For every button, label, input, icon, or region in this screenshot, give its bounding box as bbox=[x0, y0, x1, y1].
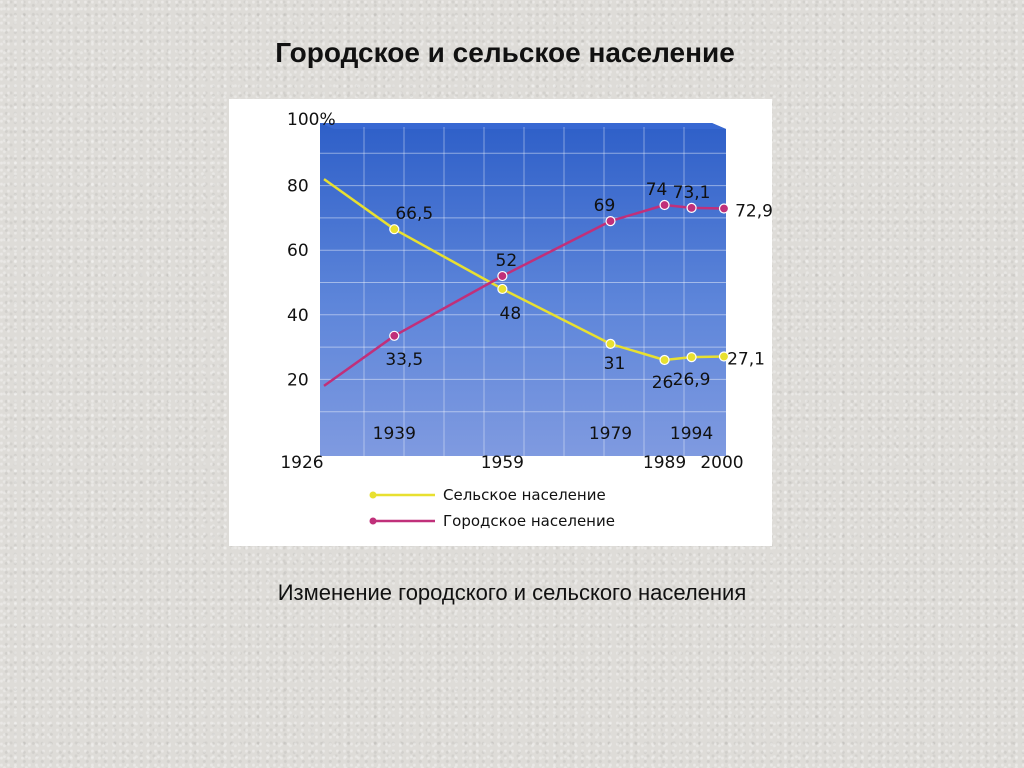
urban-data-label: 33,5 bbox=[385, 350, 423, 370]
urban-data-label: 74 bbox=[646, 180, 668, 200]
legend-label: Сельское население bbox=[443, 486, 606, 504]
rural-data-point bbox=[497, 283, 508, 295]
rural-data-label: 26,9 bbox=[673, 370, 711, 390]
chart-background-top-edge bbox=[320, 123, 726, 129]
rural-data-point bbox=[718, 351, 730, 362]
chart-caption: Изменение городского и сельского населен… bbox=[277, 580, 747, 605]
y-tick-label: 100% bbox=[287, 110, 336, 130]
page-title: Городское и сельское население bbox=[275, 37, 735, 68]
rural-data-label: 26 bbox=[652, 373, 674, 393]
x-tick-label: 1994 bbox=[670, 424, 713, 444]
rural-data-point bbox=[605, 338, 616, 349]
urban-data-point bbox=[389, 330, 400, 341]
rural-data-point bbox=[389, 224, 400, 235]
x-tick-label: 1939 bbox=[373, 424, 416, 444]
x-tick-label: 1989 bbox=[643, 453, 686, 473]
rural-data-point bbox=[686, 352, 697, 363]
urban-data-label: 72,9 bbox=[735, 202, 772, 222]
urban-data-label: 73,1 bbox=[673, 183, 711, 203]
urban-data-point bbox=[497, 270, 508, 282]
y-tick-label: 80 bbox=[287, 177, 309, 197]
chart-frame: 100% 80 60 40 20 1926 1939 1959 1979 1989 1994 2000… bbox=[229, 99, 772, 546]
legend-marker bbox=[369, 517, 377, 525]
urban-data-point bbox=[659, 199, 670, 211]
line-chart: 100% 80 60 40 20 1926 1939 1959 1979 1989 1994 2000… bbox=[280, 110, 772, 530]
rural-data-label: 66,5 bbox=[395, 204, 433, 224]
urban-data-point bbox=[686, 202, 697, 213]
x-tick-label: 2000 bbox=[700, 453, 743, 473]
rural-data-label: 27,1 bbox=[727, 349, 765, 369]
urban-data-point bbox=[605, 216, 616, 227]
x-tick-label: 1979 bbox=[589, 424, 632, 444]
legend-marker bbox=[369, 491, 377, 499]
x-tick-label: 1926 bbox=[280, 453, 323, 473]
urban-data-label: 69 bbox=[594, 196, 616, 216]
legend-label: Городское население bbox=[443, 512, 615, 530]
y-tick-label: 40 bbox=[287, 306, 309, 326]
rural-data-point bbox=[659, 354, 670, 366]
y-tick-label: 60 bbox=[287, 241, 309, 261]
rural-data-label: 31 bbox=[604, 354, 626, 374]
chart-background bbox=[320, 123, 726, 456]
rural-data-label: 48 bbox=[500, 304, 522, 324]
x-tick-label: 1959 bbox=[481, 453, 524, 473]
urban-data-label: 52 bbox=[496, 251, 518, 271]
urban-data-point bbox=[718, 203, 730, 214]
y-tick-label: 20 bbox=[287, 370, 309, 390]
